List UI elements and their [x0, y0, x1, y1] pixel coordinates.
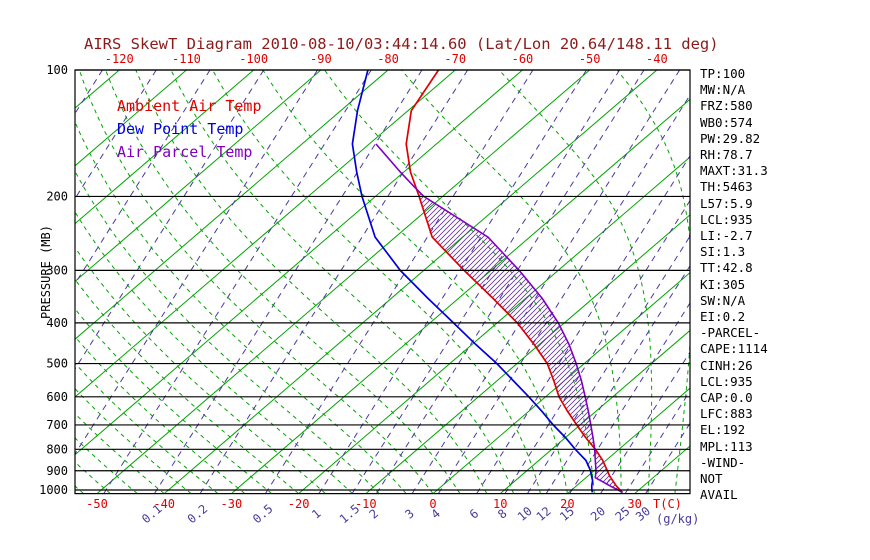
bottom-temp-tick: -20	[288, 497, 310, 511]
stat-line: LCL:935	[700, 373, 753, 389]
legend-ambient-temp: Ambient Air Temp	[117, 97, 262, 115]
y-axis-label: PRESSURE (MB)	[39, 225, 53, 319]
stat-line: TT:42.8	[700, 260, 753, 276]
dew-point-curve	[351, 70, 594, 493]
pressure-tick: 900	[46, 464, 68, 478]
mixing-ratio-tick: 10	[515, 504, 535, 524]
axis-labels: PRESSURE (MB)	[39, 225, 53, 319]
pressure-tick: 200	[46, 189, 68, 203]
stat-line: SI:1.3	[700, 244, 746, 260]
stat-line: KI:305	[700, 276, 746, 292]
bottom-temp-tick: -10	[355, 497, 377, 511]
stat-line: TP:100	[700, 66, 746, 81]
stat-line: LI:-2.7	[700, 228, 753, 244]
stat-line: MAXT:31.3	[700, 163, 768, 179]
mixing-ratio-tick: 1	[309, 506, 324, 521]
pressure-grid-lines	[75, 69, 690, 491]
stat-line: LCL:935	[700, 211, 753, 227]
mixing-ratio-tick: 2	[367, 506, 382, 521]
stat-line: LFC:883	[700, 406, 753, 422]
stat-line: NOT	[700, 471, 723, 487]
moist-adiabat-lines	[75, 70, 690, 494]
pressure-tick: 700	[46, 418, 68, 432]
mixing-axis-unit-label: (g/kg)	[656, 512, 699, 526]
mixing-ratio-tick: 20	[588, 504, 608, 524]
bottom-temp-tick: 20	[560, 497, 574, 511]
mixing-ratio-tick: 4	[428, 506, 443, 521]
top-temp-tick: -100	[239, 52, 268, 66]
top-temp-tick: -70	[444, 52, 466, 66]
bottom-temp-tick: -30	[221, 497, 243, 511]
stat-line: TH:5463	[700, 179, 753, 195]
cape-hatch-area	[417, 191, 621, 491]
bottom-temp-tick: 0	[429, 497, 436, 511]
bottom-temp-tick: 30	[627, 497, 641, 511]
legend-dew-point: Dew Point Temp	[117, 120, 244, 138]
stat-line: FRZ:580	[700, 98, 753, 114]
stat-line: PW:29.82	[700, 130, 761, 146]
mixing-ratio-tick: 3	[402, 506, 417, 521]
mixing-ratio-tick: 12	[534, 504, 554, 524]
legend: Ambient Air Temp Dew Point Temp Air Parc…	[117, 95, 262, 164]
stat-line: -PARCEL-	[700, 325, 761, 341]
bottom-temp-tick: -40	[153, 497, 175, 511]
pressure-tick: 400	[46, 316, 68, 330]
stat-line: L57:5.9	[700, 195, 753, 211]
pressure-tick: 800	[46, 442, 68, 456]
stat-line: RH:78.7	[700, 147, 753, 163]
ambient-temp-curve	[405, 70, 624, 494]
mixing-ratio-tick: 8	[495, 506, 510, 521]
top-temp-tick: -50	[579, 52, 601, 66]
temp-axis-unit-label: T(C)	[653, 497, 682, 511]
pressure-tick: 1000	[39, 483, 68, 497]
stat-line: WB0:574	[700, 114, 753, 130]
chart-title: AIRS SkewT Diagram 2010-08-10/03:44:14.6…	[84, 35, 719, 53]
stat-line: MW:N/A	[700, 82, 746, 98]
top-temp-tick: -40	[646, 52, 668, 66]
plot-area	[75, 70, 690, 494]
stat-line: -WIND-	[700, 454, 746, 470]
bottom-temp-tick: 10	[493, 497, 507, 511]
pressure-tick: 300	[46, 263, 68, 277]
pressure-tick: 100	[46, 63, 68, 77]
top-temp-tick: -90	[310, 52, 332, 66]
pressure-tick: 600	[46, 390, 68, 404]
top-temp-tick: -80	[377, 52, 399, 66]
stat-line: CAP:0.0	[700, 390, 753, 406]
mixing-ratio-tick: 0.2	[185, 502, 211, 527]
mixing-ratio-tick: 0.5	[250, 502, 276, 527]
stat-line: EL:192	[700, 422, 746, 438]
legend-air-parcel: Air Parcel Temp	[117, 143, 253, 161]
stat-line: AVAIL	[700, 487, 738, 503]
stat-line: EI:0.2	[700, 309, 746, 325]
pressure-tick: 500	[46, 357, 68, 371]
bottom-temp-tick: -50	[86, 497, 108, 511]
top-temp-tick: -110	[172, 52, 201, 66]
plot-border	[74, 69, 691, 495]
stat-line: MPL:113	[700, 438, 753, 454]
top-temp-tick: -120	[105, 52, 134, 66]
mixing-ratio-tick: 6	[467, 506, 482, 521]
stat-line: CINH:26	[700, 357, 753, 373]
stat-line: CAPE:1114	[700, 341, 768, 357]
stats-panel: TP:100 MW:N/A FRZ:580 WB0:574 PW:29.82 RH:78.…	[700, 66, 768, 503]
stat-line: SW:N/A	[700, 292, 746, 308]
top-temp-tick: -60	[512, 52, 534, 66]
